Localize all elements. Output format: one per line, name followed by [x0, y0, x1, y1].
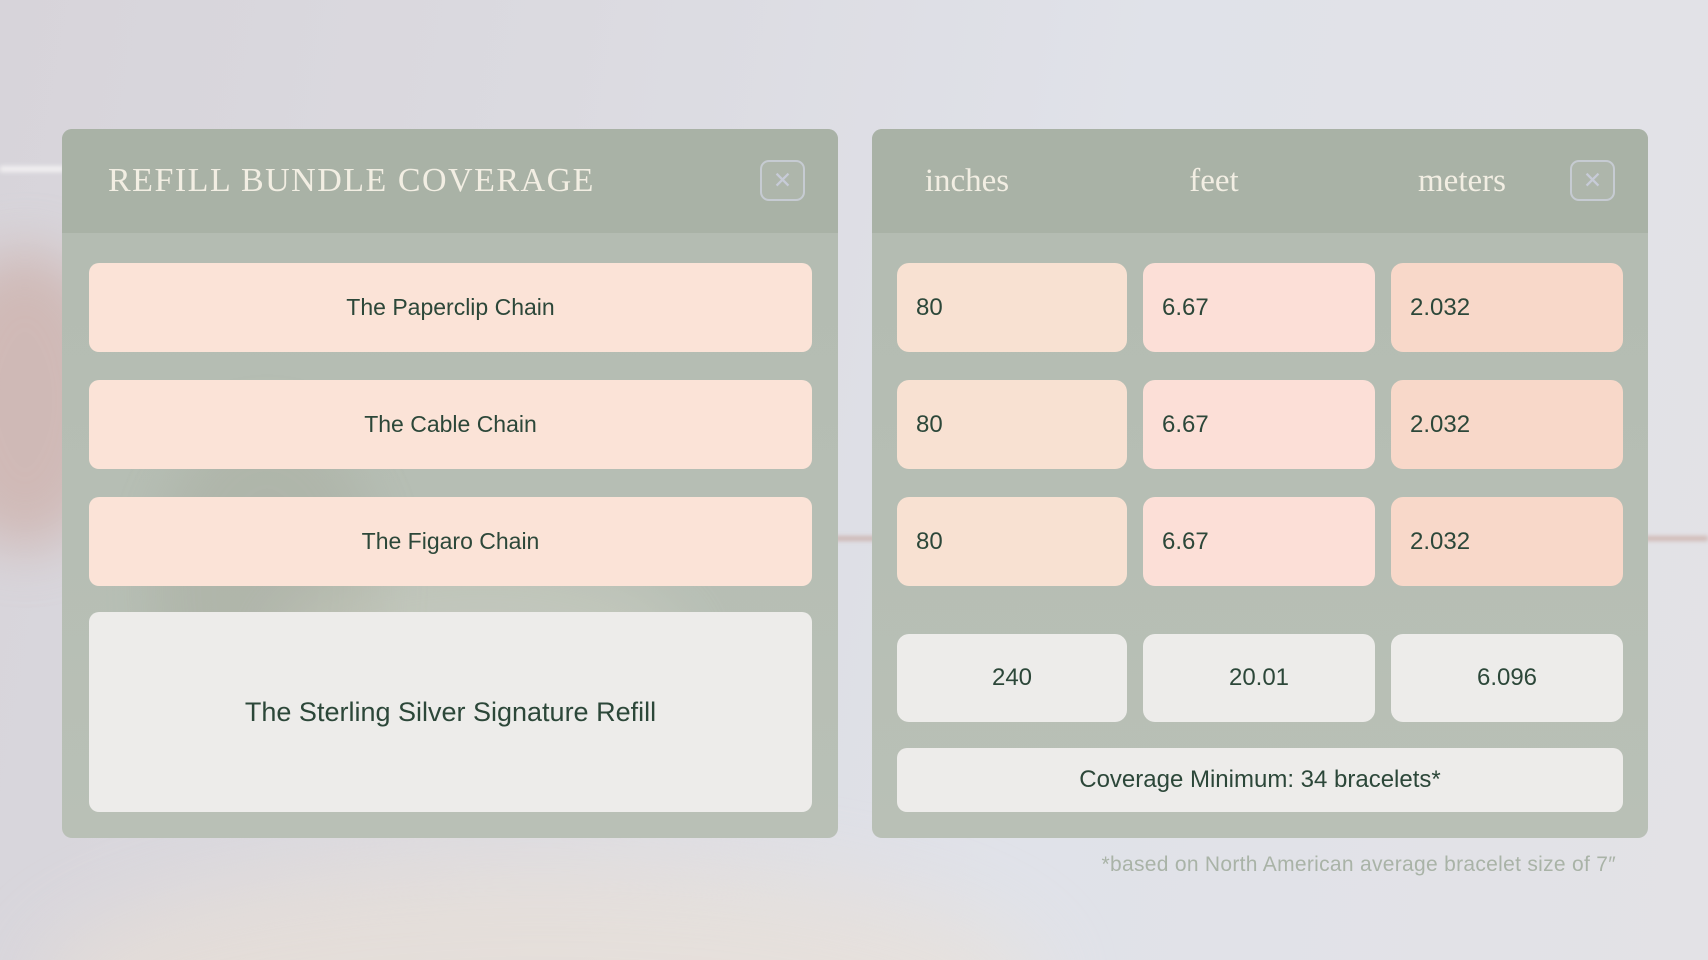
table-row: 80 6.67 2.032 — [897, 497, 1623, 586]
total-cell-meters: 6.096 — [1391, 634, 1623, 722]
column-header-inches: inches — [924, 162, 1010, 199]
background-highlight-line — [0, 166, 64, 172]
total-cell-feet: 20.01 — [1143, 634, 1375, 722]
signature-refill-label: The Sterling Silver Signature Refill — [244, 696, 657, 727]
total-cell-inches: 240 — [897, 634, 1127, 722]
coverage-minimum-label: Coverage Minimum: 34 bracelets* — [1079, 766, 1441, 793]
table-row: 80 6.67 2.032 — [897, 263, 1623, 352]
value-cell-meters: 2.032 — [1391, 497, 1623, 586]
chain-row: The Paperclip Chain — [89, 263, 812, 352]
value-cell-meters: 2.032 — [1391, 380, 1623, 469]
value-cell-feet: 6.67 — [1143, 497, 1375, 586]
table-row: 80 6.67 2.032 — [897, 380, 1623, 469]
value-cell-feet: 6.67 — [1143, 263, 1375, 352]
measurements-panel-body: 80 6.67 2.032 80 6.67 2.032 80 6.67 2.03… — [872, 233, 1648, 812]
value-cell-inches: 80 — [897, 497, 1127, 586]
column-header-feet: feet — [1189, 162, 1239, 199]
close-button[interactable]: ✕ — [760, 160, 805, 201]
chain-row-label: The Paperclip Chain — [346, 294, 555, 320]
measurements-panel: inches feet meters ✕ 80 6.67 2.032 80 6.… — [872, 129, 1648, 838]
refill-panel-body: The Paperclip Chain The Cable Chain The … — [62, 233, 838, 812]
background-blur-warm — [40, 860, 1040, 960]
coverage-minimum-row: Coverage Minimum: 34 bracelets* — [897, 748, 1623, 812]
chain-row: The Cable Chain — [89, 380, 812, 469]
chain-row-label: The Cable Chain — [364, 411, 537, 437]
value-cell-meters: 2.032 — [1391, 263, 1623, 352]
column-headers: inches feet meters — [897, 129, 1623, 233]
refill-panel-header: REFILL BUNDLE COVERAGE ✕ — [62, 129, 838, 233]
column-header-meters: meters — [1418, 162, 1506, 199]
footnote: *based on North American average bracele… — [1101, 853, 1616, 876]
close-icon: ✕ — [1582, 167, 1603, 193]
chain-row-label: The Figaro Chain — [361, 528, 540, 554]
panel-title: REFILL BUNDLE COVERAGE — [108, 162, 595, 199]
chain-row: The Figaro Chain — [89, 497, 812, 586]
refill-bundle-panel: REFILL BUNDLE COVERAGE ✕ The Paperclip C… — [62, 129, 838, 838]
totals-row: 240 20.01 6.096 — [897, 634, 1623, 722]
close-icon: ✕ — [772, 167, 793, 193]
signature-refill-row: The Sterling Silver Signature Refill — [89, 612, 812, 812]
close-button[interactable]: ✕ — [1570, 160, 1615, 201]
value-cell-inches: 80 — [897, 263, 1127, 352]
measurements-panel-header: inches feet meters ✕ — [872, 129, 1648, 233]
value-cell-feet: 6.67 — [1143, 380, 1375, 469]
value-cell-inches: 80 — [897, 380, 1127, 469]
